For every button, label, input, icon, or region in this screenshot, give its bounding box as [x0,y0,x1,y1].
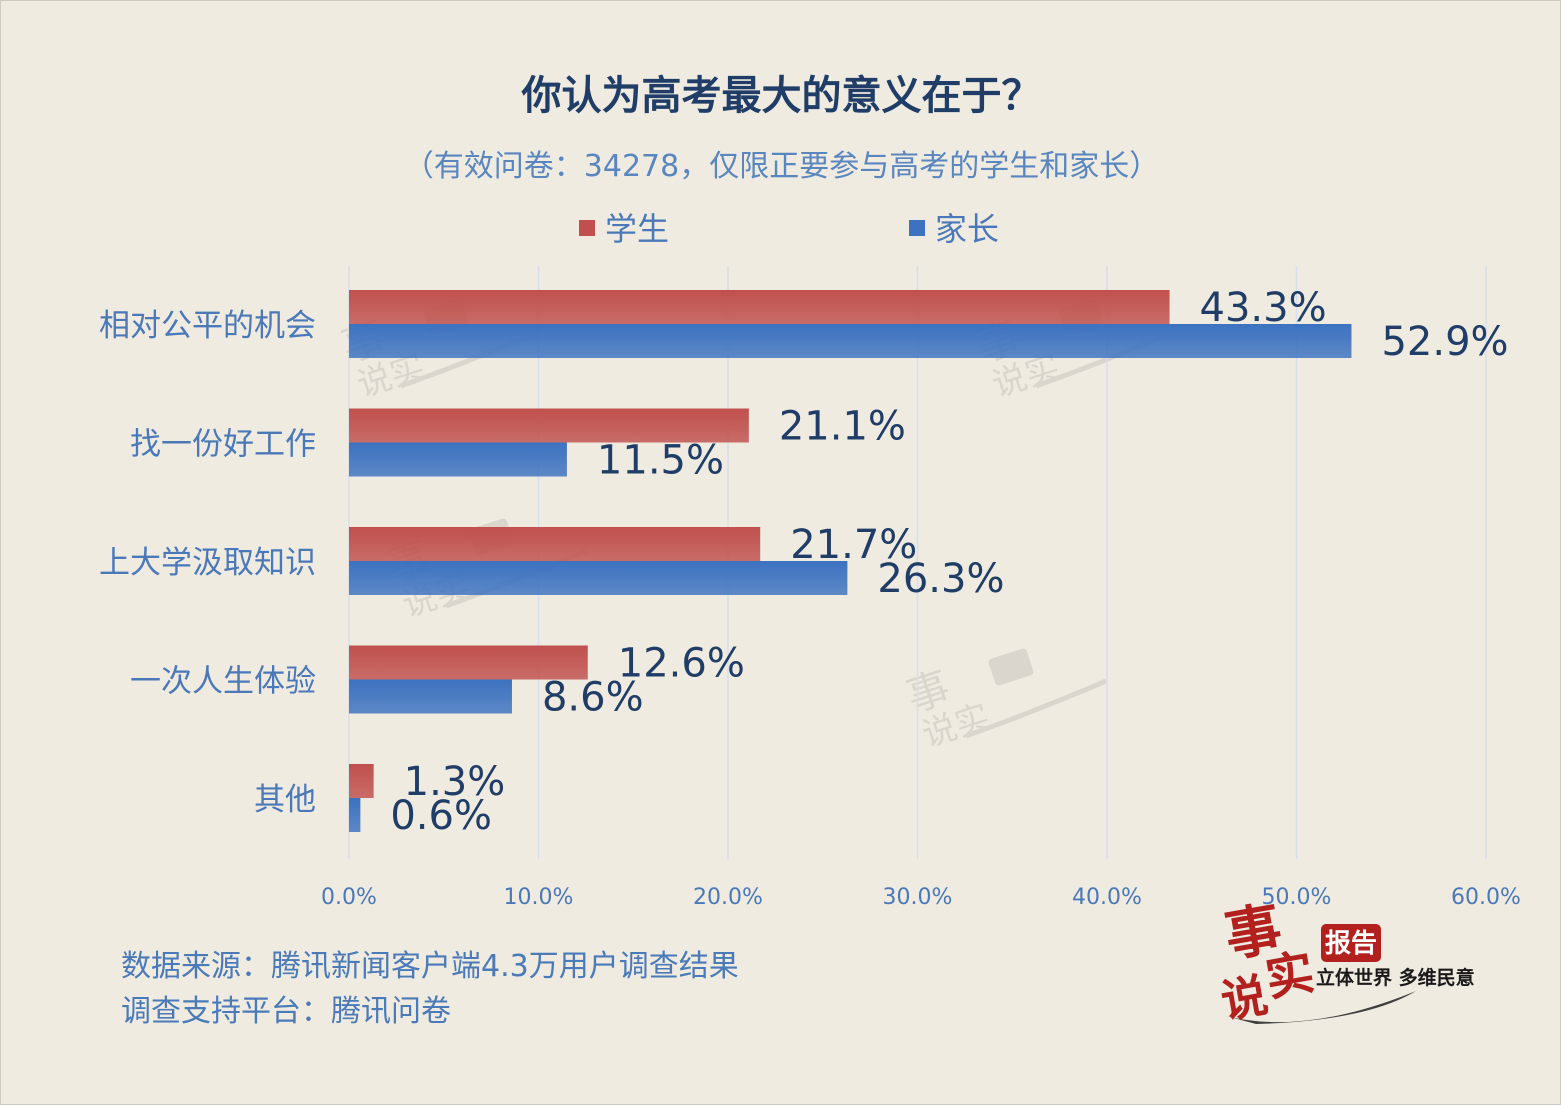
value-label-students: 1.3% [404,759,506,805]
category-label: 找一份好工作 [130,427,316,463]
chart-title: 你认为高考最大的意义在于？ [521,73,1042,119]
bar-parents [349,798,361,832]
value-label-parents: 26.3% [877,556,1004,602]
bar-students [349,408,749,443]
legend-swatch-parents [909,220,925,236]
brand-logo: 事 实 说 报告 立体世界 多维民意 [1217,896,1475,1029]
bar-parents [349,324,1352,358]
x-tick-label: 50.0% [1262,885,1332,910]
value-label-students: 43.3% [1200,285,1327,331]
watermark-logo: 事 说实 [906,648,1107,751]
logo-badge-text: 报告 [1325,928,1377,959]
value-label-students: 21.7% [790,522,917,568]
category-label: 上大学汲取知识 [99,545,316,581]
logo-badge [1321,924,1381,962]
logo-char-1: 事 [1220,896,1287,970]
source-line: 数据来源：腾讯新闻客户端4.3万用户调查结果 [121,949,739,984]
x-tick-label: 20.0% [693,885,763,910]
bar-parents [349,442,567,477]
x-tick-label: 60.0% [1451,885,1521,910]
value-label-parents: 11.5% [597,438,724,484]
value-label-parents: 52.9% [1381,319,1508,365]
x-tick-label: 30.0% [883,885,953,910]
value-label-parents: 0.6% [390,793,492,839]
logo-slogan: 立体世界 多维民意 [1316,966,1475,989]
legend-item-parents: 家长 [909,204,999,250]
logo-char-2: 实 [1261,944,1318,1007]
x-tick-label: 10.0% [504,885,574,910]
bar-parents [349,679,512,714]
chart-subtitle: （有效问卷：34278，仅限正要参与高考的学生和家长） [403,149,1160,184]
value-label-students: 21.1% [779,404,906,450]
category-label: 其他 [254,782,316,818]
bar-students [349,645,588,680]
x-tick-label: 0.0% [321,885,377,910]
legend-label-students: 学生 [605,210,670,248]
category-label: 一次人生体验 [130,664,316,700]
legend-label-parents: 家长 [935,210,1000,248]
bar-students [349,764,374,798]
category-label: 相对公平的机会 [99,308,316,344]
platform-line: 调查支持平台：腾讯问卷 [121,994,451,1029]
x-tick-label: 40.0% [1072,885,1142,910]
value-label-students: 12.6% [618,641,745,687]
bar-students [349,290,1170,324]
legend-swatch-students [579,220,595,236]
bar-parents [349,561,848,595]
value-label-parents: 8.6% [542,675,644,721]
bar-students [349,527,761,561]
legend-item-students: 学生 [579,204,669,250]
logo-char-3: 说 [1217,968,1272,1029]
